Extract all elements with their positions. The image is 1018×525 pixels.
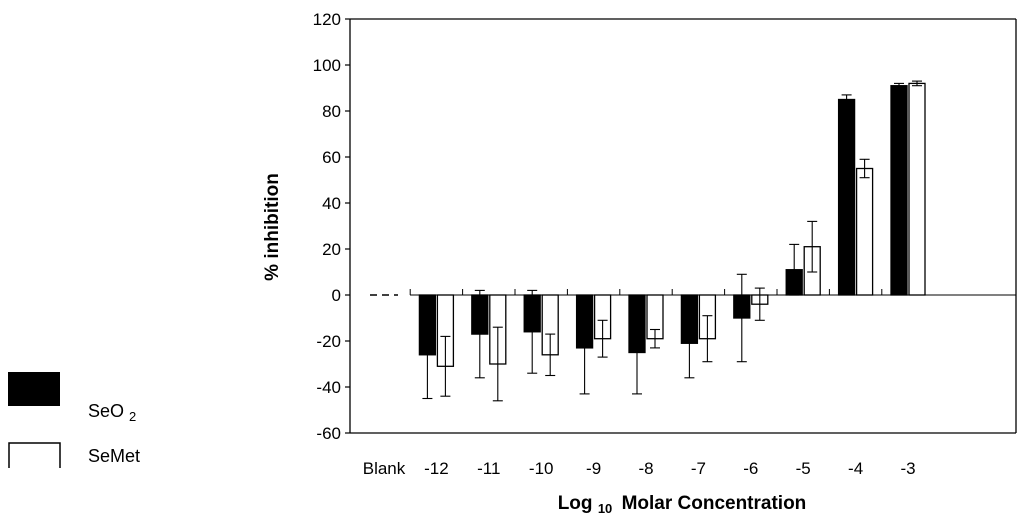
x-tick-label: -8: [638, 459, 653, 478]
bar-semet--4: [855, 167, 874, 296]
x-tick-label: -4: [848, 459, 863, 478]
y-tick-label: 100: [313, 56, 341, 75]
y-tick-label: 40: [322, 194, 341, 213]
legend-swatch-semet: [8, 442, 61, 468]
legend-swatch-seo2: [8, 372, 60, 406]
x-axis-title-rest: Molar Concentration: [622, 493, 807, 514]
y-tick-label: 120: [313, 10, 341, 29]
x-tick-label: -6: [743, 459, 758, 478]
y-tick-label: -60: [316, 424, 341, 443]
x-tick-label: -11: [477, 459, 500, 478]
x-axis-title-main: Log: [558, 493, 593, 514]
x-axis-title: Log 10 Molar Concentration: [558, 493, 807, 518]
y-tick-label: 0: [332, 286, 341, 305]
x-tick-label: -5: [796, 459, 811, 478]
x-tick-label: -10: [529, 459, 554, 478]
bars-group: [418, 80, 926, 402]
x-tick-label: -3: [900, 459, 915, 478]
legend: SeO 2 SeMet: [8, 372, 140, 468]
y-tick-label: 80: [322, 102, 341, 121]
legend-label-seo2-main: SeO: [88, 401, 124, 421]
y-tick-label: -40: [316, 378, 341, 397]
y-tick-label: -20: [316, 332, 341, 351]
y-tick-label: 20: [322, 240, 341, 259]
x-axis-title-sub: 10: [598, 501, 612, 516]
y-axis-title: % inhibition: [262, 173, 283, 281]
axes-group: 120 100 80 60 40 20 0 -20 -40 -60 Blank -12 -11 -10 -9…: [313, 10, 1017, 478]
x-tick-label: Blank: [363, 459, 406, 478]
bar-semet--3: [908, 82, 926, 296]
bar-seo2--4: [837, 98, 856, 296]
legend-label-seo2: SeO 2: [88, 401, 136, 424]
x-tick-label: -9: [586, 459, 601, 478]
x-tick-label: -12: [424, 459, 449, 478]
legend-label-seo2-sub: 2: [129, 409, 136, 424]
x-tick-label: -7: [691, 459, 706, 478]
bar-seo2--3: [890, 85, 908, 296]
y-tick-label: 60: [322, 148, 341, 167]
legend-label-semet: SeMet: [88, 446, 140, 466]
